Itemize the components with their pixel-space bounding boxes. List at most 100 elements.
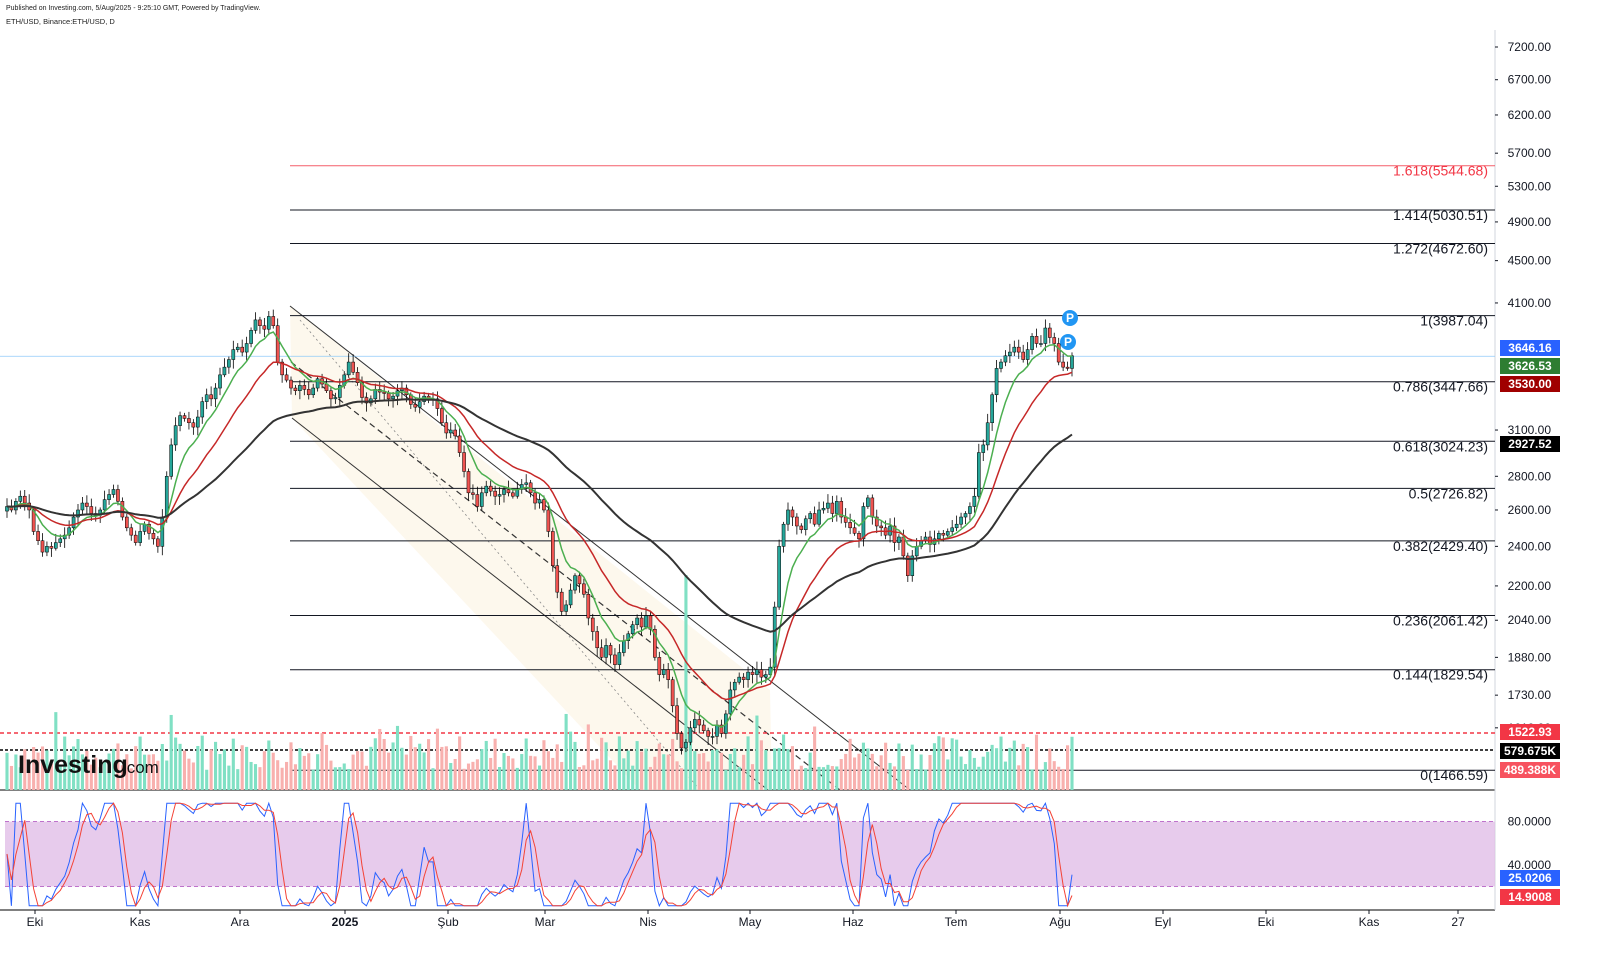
stoch-d-line [6, 802, 1073, 908]
axis-tick-label: 5300.00 [1508, 179, 1552, 193]
volume-bar [360, 751, 364, 790]
candle [617, 644, 622, 670]
candle [564, 600, 568, 616]
candle [284, 368, 289, 383]
volume-bar [702, 753, 706, 790]
volume-bar [569, 731, 573, 790]
candle-body [333, 397, 338, 400]
candle-body [231, 349, 236, 360]
candle [218, 367, 222, 396]
candle [821, 501, 826, 514]
candle-body [666, 669, 670, 680]
volume-bar [608, 760, 613, 790]
candle-body [795, 516, 799, 527]
candle-body [138, 531, 142, 543]
volume-bar [80, 754, 84, 790]
candle [835, 495, 839, 522]
month-label: Haz [842, 915, 863, 929]
volume-bar [9, 765, 13, 790]
volume-bar [799, 765, 803, 790]
candle-body [200, 401, 205, 418]
candle-body [1008, 351, 1012, 357]
volume-bar [440, 746, 444, 790]
candle-body [488, 485, 493, 492]
volume-bar [205, 769, 209, 790]
candle-body [901, 536, 906, 557]
volume-bar [187, 758, 191, 790]
candle-body [790, 509, 795, 518]
axis-tick-label: 2040.00 [1508, 613, 1552, 627]
volume-tag: 489.388K [1500, 762, 1560, 778]
regression-channel [289, 305, 911, 791]
pivot-marker: P [1062, 310, 1078, 326]
pivot-marker-circle [1062, 310, 1078, 326]
candle-body [732, 681, 737, 691]
volume-bar [160, 743, 164, 790]
candle-body [1012, 346, 1017, 353]
candle [870, 494, 875, 525]
candle [1034, 328, 1039, 348]
volume-bar [5, 752, 9, 790]
price-tag: 3626.53 [1500, 358, 1560, 374]
candle [879, 521, 883, 537]
candle [732, 678, 737, 698]
candle-body [76, 509, 80, 518]
candle [874, 509, 879, 534]
candle-body [18, 495, 23, 502]
volume-bar [719, 752, 723, 790]
candle-body [453, 429, 457, 437]
volume-bar [946, 759, 950, 790]
investing-logo: Investing .com [18, 751, 159, 779]
candle-body [511, 492, 515, 497]
stoch-tag-box [1500, 870, 1560, 886]
price-tag: 3530.00 [1500, 376, 1560, 392]
pivot-marker-label: P [1064, 335, 1072, 349]
candle-body [577, 575, 582, 585]
volume-bar [782, 734, 786, 790]
volume-bar [267, 740, 271, 790]
candle-body [40, 540, 45, 553]
candle-body [49, 546, 54, 549]
volume-bar [662, 754, 666, 790]
price-tag-text: 3626.53 [1508, 359, 1552, 373]
candle-body [630, 624, 635, 635]
volume-bar [986, 751, 990, 790]
volume-bar [529, 755, 533, 790]
volume-bar [285, 761, 289, 790]
candle [857, 530, 861, 548]
candle [519, 479, 524, 494]
candle-body [644, 615, 648, 628]
candle [582, 578, 586, 598]
volume-bar [320, 733, 324, 790]
candle-body [448, 429, 453, 434]
candle [187, 411, 191, 430]
candle [613, 648, 617, 672]
candle [271, 309, 276, 329]
candle-body [604, 645, 608, 658]
volume-bar [941, 737, 945, 790]
price-tag-text: 1522.93 [1508, 725, 1552, 739]
volume-bar [555, 744, 559, 790]
volume-bar [1070, 736, 1074, 790]
volume-bar [817, 766, 821, 790]
volume-bar [58, 765, 62, 790]
volume-bar [329, 760, 333, 790]
candle-body [519, 484, 524, 490]
volume-bar [120, 765, 124, 790]
volume-bar [600, 737, 604, 790]
symbol-info: ETH/USD, Binance:ETH/USD, D [6, 17, 115, 26]
volume-bar [138, 736, 142, 790]
candle [959, 512, 963, 528]
volume-bar [937, 736, 941, 790]
stochastic-panel [5, 801, 1495, 908]
candle [262, 317, 267, 337]
candle-body [293, 387, 298, 391]
volume-bar [613, 765, 617, 790]
candle-body [670, 679, 675, 707]
candle [311, 383, 315, 398]
volume-bar [955, 739, 959, 790]
candle [937, 530, 941, 545]
axis-tick-label: 1730.00 [1508, 688, 1552, 702]
